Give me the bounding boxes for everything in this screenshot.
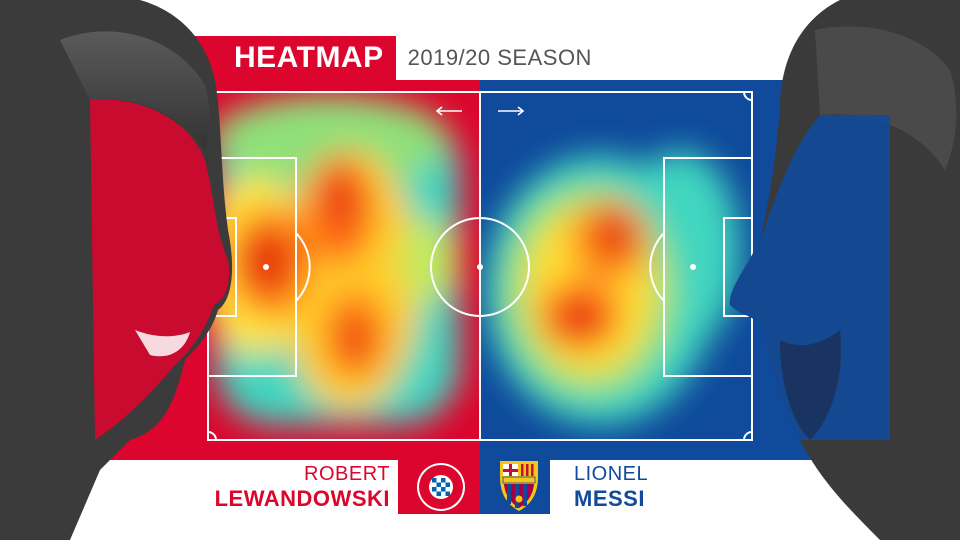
bayern-badge-icon	[417, 463, 465, 511]
season-label: 2019/20 SEASON	[395, 36, 604, 80]
right-player-last-name: MESSI	[574, 486, 645, 511]
right-heatmap	[485, 150, 740, 425]
page-title: HEATMAP	[222, 36, 396, 80]
left-player-first-name: ROBERT	[304, 463, 390, 485]
left-heatmap	[208, 95, 460, 425]
left-player-photo	[0, 0, 233, 540]
arrow-right-icon	[498, 106, 525, 116]
right-player-photo	[729, 0, 960, 540]
arrow-left-icon	[435, 106, 462, 116]
right-player-first-name: LIONEL	[574, 463, 649, 485]
title-bar: HEATMAP 2019/20 SEASON	[222, 36, 604, 80]
right-player-name: LIONEL MESSI	[574, 462, 648, 512]
barcelona-badge-icon	[500, 461, 538, 511]
left-player-last-name: LEWANDOWSKI	[214, 486, 390, 511]
left-player-name: ROBERT LEWANDOWSKI	[215, 462, 390, 512]
